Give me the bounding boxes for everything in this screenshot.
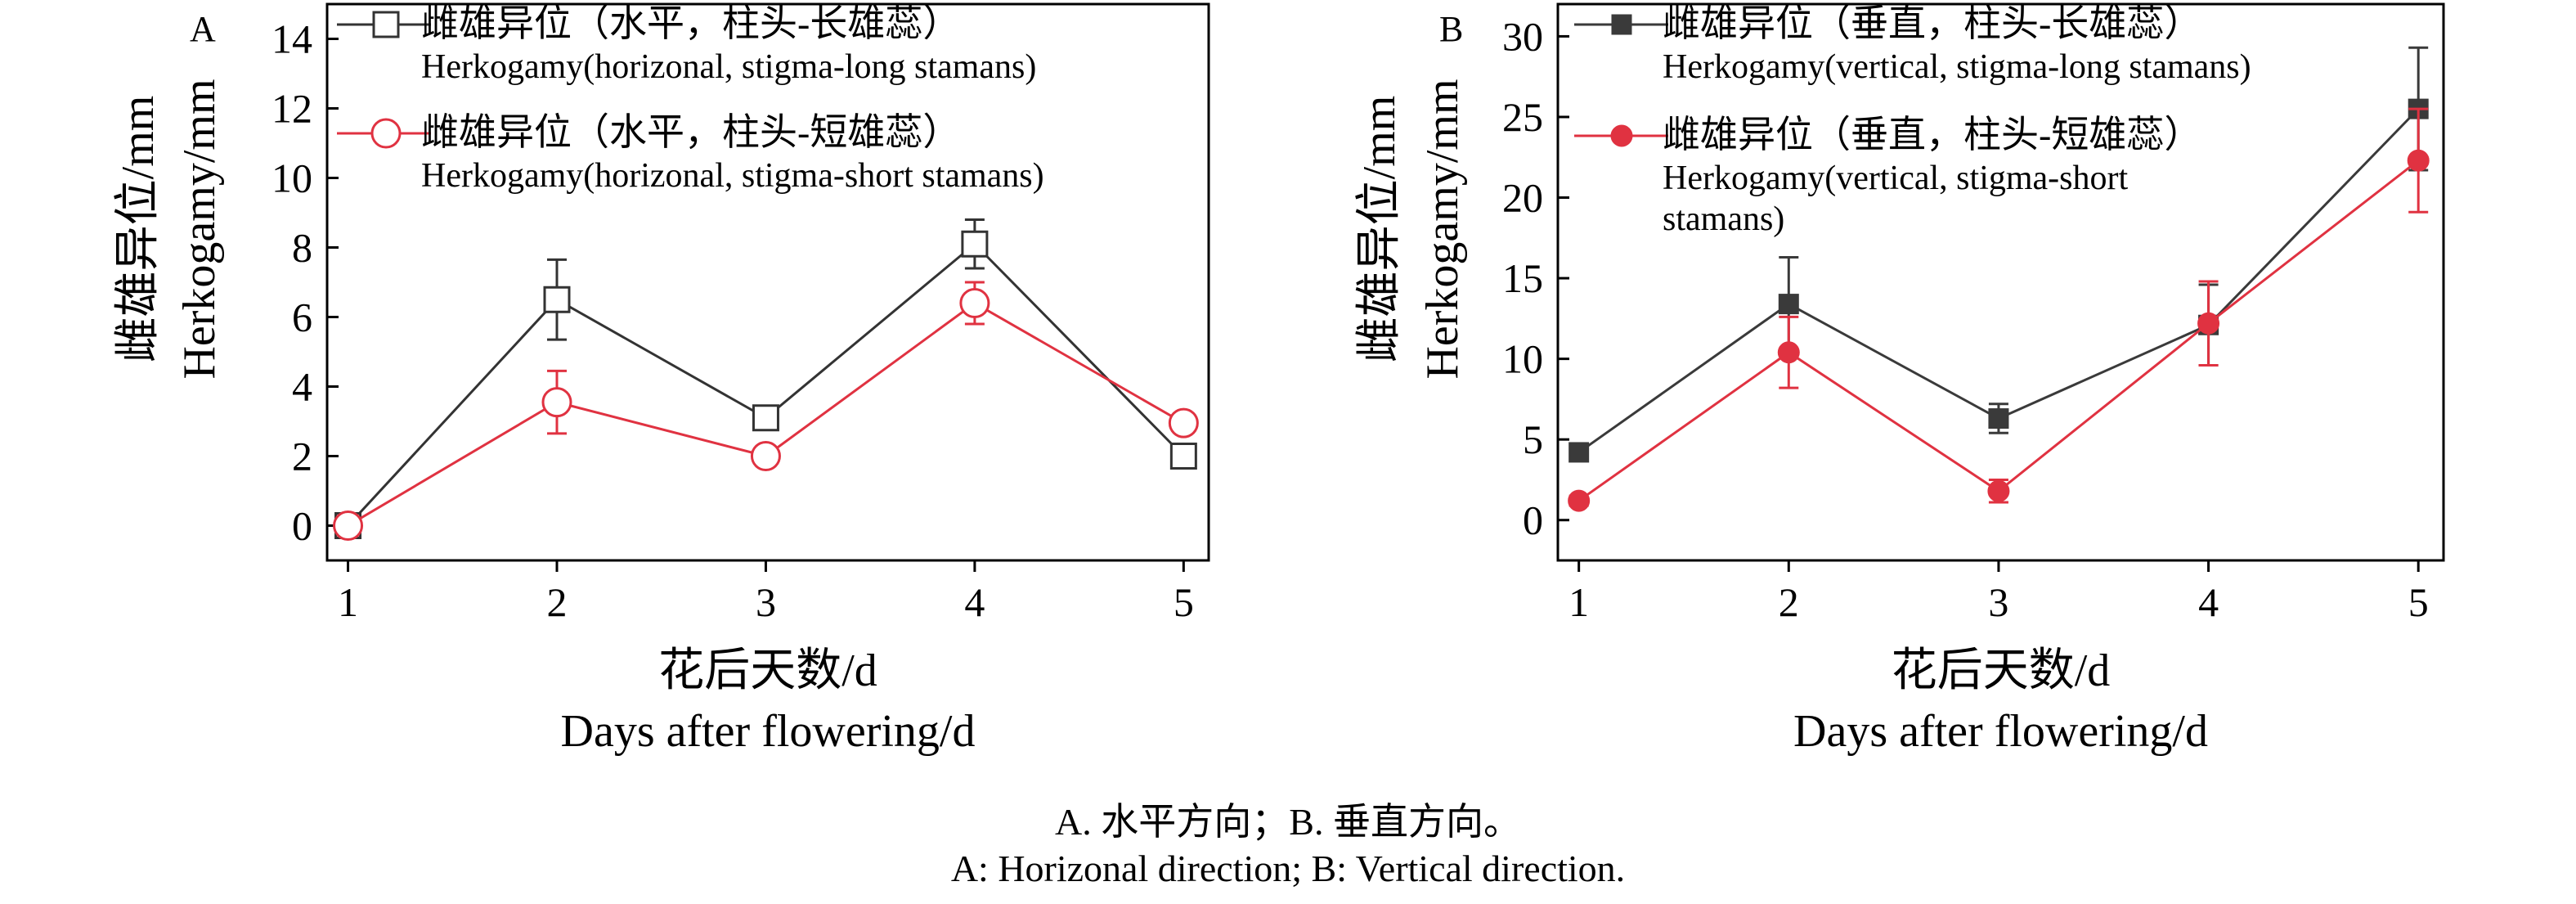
y-tick-label: 2 bbox=[292, 434, 312, 479]
y-tick-label: 15 bbox=[1502, 255, 1543, 301]
x-tick-label: 1 bbox=[338, 579, 358, 625]
data-point-circle bbox=[959, 288, 990, 318]
x-tick-label: 5 bbox=[2408, 579, 2429, 625]
x-axis-label-chinese: 花后天数/d bbox=[658, 645, 877, 696]
caption-chinese: A. 水平方向；B. 垂直方向。 bbox=[1055, 801, 1521, 843]
series-line bbox=[347, 242, 1185, 527]
data-point-circle bbox=[1568, 489, 1591, 512]
legend-marker bbox=[1611, 14, 1632, 35]
data-point-circle bbox=[1987, 479, 2010, 502]
x-tick-label: 4 bbox=[2198, 579, 2219, 625]
data-point-square bbox=[1988, 408, 2009, 430]
y-axis-label-chinese: 雌雄异位/mm bbox=[1354, 96, 1405, 363]
legend-label-chinese: 雌雄异位（水平，柱头-长雄蕊） bbox=[421, 2, 960, 44]
y-tick-label: 10 bbox=[1502, 336, 1543, 382]
legend-label-english: Herkogamy(vertical, stigma-short stamans) bbox=[1663, 160, 2128, 238]
y-tick-label: 20 bbox=[1502, 175, 1543, 221]
y-tick-label: 30 bbox=[1502, 13, 1543, 59]
data-point-square bbox=[1568, 442, 1590, 463]
data-point-circle bbox=[1168, 407, 1199, 439]
y-axis-label-chinese: 雌雄异位/mm bbox=[113, 96, 164, 363]
x-axis-label-english: Days after flowering/d bbox=[561, 706, 976, 757]
x-tick-label: 5 bbox=[1174, 579, 1194, 625]
panel-label: A bbox=[190, 9, 216, 49]
x-axis-label-english: Days after flowering/d bbox=[1793, 706, 2208, 757]
y-tick-label: 5 bbox=[1523, 416, 1543, 462]
data-point-square bbox=[543, 286, 571, 313]
x-axis-label-chinese: 花后天数/d bbox=[1892, 645, 2111, 696]
y-axis-label-english: Herkogamy/mm bbox=[1417, 79, 1468, 379]
legend-marker bbox=[372, 11, 400, 38]
legend-label-chinese: 雌雄异位（垂直，柱头-短雄蕊） bbox=[1663, 114, 2201, 155]
legend-label-english: Herkogamy(horizonal, stigma-long stamans… bbox=[421, 48, 1036, 86]
x-tick-label: 2 bbox=[546, 579, 567, 625]
x-tick-label: 1 bbox=[1568, 579, 1589, 625]
plot-frame bbox=[1556, 2, 2445, 562]
x-tick-label: 4 bbox=[964, 579, 985, 625]
y-tick-label: 12 bbox=[272, 86, 312, 132]
panel-b: 0 5 10 15 20 25 30 1 2 3 4 5 B 雌雄异位/mm Herkogamy/mm 花后天… bbox=[1354, 2, 2445, 757]
data-point-circle bbox=[333, 510, 364, 541]
legend-marker bbox=[1610, 124, 1633, 147]
y-tick-label: 0 bbox=[292, 503, 312, 549]
plot-frame bbox=[325, 2, 1210, 562]
legend-label-english: Herkogamy(vertical, stigma-long stamans) bbox=[1663, 48, 2251, 86]
legend-label-chinese: 雌雄异位（垂直，柱头-长雄蕊） bbox=[1663, 2, 2201, 44]
data-point-circle bbox=[1777, 341, 1800, 364]
legend-marker bbox=[370, 118, 402, 149]
y-axis-label-english: Herkogamy/mm bbox=[174, 79, 225, 379]
x-tick-label: 2 bbox=[1779, 579, 1799, 625]
y-tick-label: 10 bbox=[272, 155, 312, 201]
data-point-circle bbox=[750, 441, 781, 471]
y-tick-label: 25 bbox=[1502, 94, 1543, 140]
y-tick-label: 14 bbox=[272, 16, 312, 62]
y-tick-label: 4 bbox=[292, 364, 312, 410]
legend-label-chinese: 雌雄异位（水平，柱头-短雄蕊） bbox=[421, 111, 960, 153]
caption-english: A: Horizonal direction; B: Vertical dire… bbox=[950, 848, 1626, 889]
y-tick-label: 6 bbox=[292, 295, 312, 340]
data-point-square bbox=[752, 404, 779, 432]
y-tick-label: 8 bbox=[292, 225, 312, 271]
data-point-square bbox=[1778, 294, 1799, 315]
panel-label: B bbox=[1439, 9, 1463, 49]
legend-label-english: Herkogamy(horizonal, stigma-short staman… bbox=[421, 157, 1044, 195]
data-point-circle bbox=[2197, 312, 2220, 335]
data-point-square bbox=[961, 230, 989, 258]
x-tick-label: 3 bbox=[756, 579, 776, 625]
data-point-square bbox=[1169, 443, 1197, 470]
y-tick-label: 0 bbox=[1523, 497, 1543, 543]
data-point-circle bbox=[541, 387, 572, 418]
data-point-circle bbox=[2407, 149, 2430, 172]
x-tick-label: 3 bbox=[1988, 579, 2008, 625]
